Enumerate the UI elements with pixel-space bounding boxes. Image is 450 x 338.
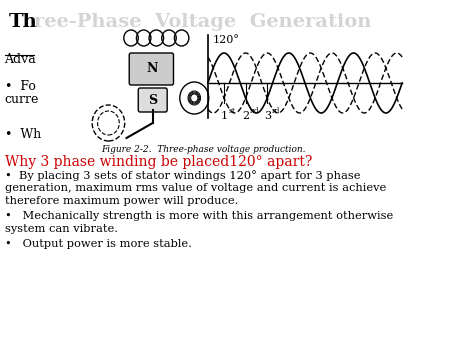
Text: st: st xyxy=(229,107,235,115)
Text: •  By placing 3 sets of stator windings 120° apart for 3 phase: • By placing 3 sets of stator windings 1… xyxy=(4,170,360,181)
Text: generation, maximum rms value of voltage and current is achieve: generation, maximum rms value of voltage… xyxy=(4,183,386,193)
Text: ree-Phase  Voltage  Generation: ree-Phase Voltage Generation xyxy=(34,13,372,31)
Text: 120°: 120° xyxy=(212,35,239,45)
FancyBboxPatch shape xyxy=(129,53,174,85)
Text: •   Output power is more stable.: • Output power is more stable. xyxy=(4,239,191,249)
Text: nd: nd xyxy=(250,107,260,115)
Text: •   Mechanically strength is more with this arrangement otherwise: • Mechanically strength is more with thi… xyxy=(4,211,393,221)
Text: •  Fo: • Fo xyxy=(4,80,36,93)
FancyBboxPatch shape xyxy=(138,88,167,112)
Text: 2: 2 xyxy=(242,111,249,121)
Text: therefore maximum power will produce.: therefore maximum power will produce. xyxy=(4,196,238,206)
Text: system can vibrate.: system can vibrate. xyxy=(4,224,117,234)
Text: Figure 2-2.  Three-phase voltage production.: Figure 2-2. Three-phase voltage producti… xyxy=(101,145,306,154)
Text: Th: Th xyxy=(9,13,38,31)
Text: •  Wh: • Wh xyxy=(4,128,41,141)
Text: N: N xyxy=(146,63,158,75)
Text: 1: 1 xyxy=(220,111,228,121)
Text: curre: curre xyxy=(4,93,39,106)
Text: 3: 3 xyxy=(264,111,271,121)
Text: S: S xyxy=(148,94,157,106)
Text: Why 3 phase winding be placed120° apart?: Why 3 phase winding be placed120° apart? xyxy=(4,155,312,169)
Text: rd: rd xyxy=(272,107,280,115)
Text: Adva: Adva xyxy=(4,53,36,66)
